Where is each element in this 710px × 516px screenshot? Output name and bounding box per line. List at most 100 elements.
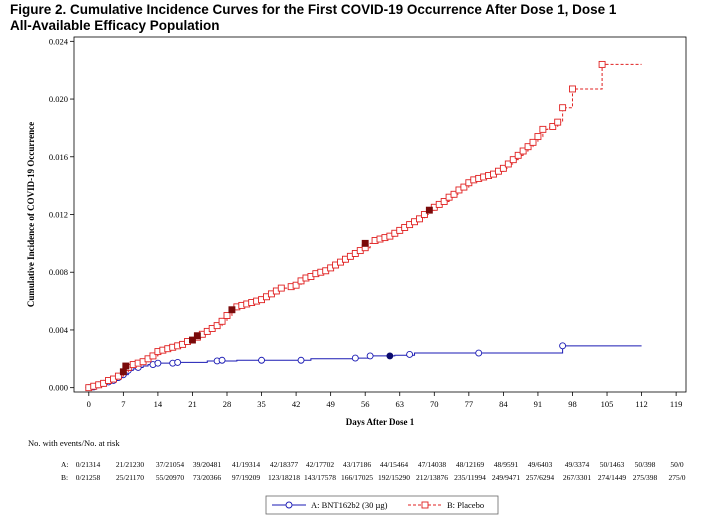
series-b-marker: [504, 160, 512, 168]
series-b-marker: [554, 118, 562, 126]
risk-table-cell: 0/21314: [76, 460, 101, 469]
risk-table-cell: 49/6403: [528, 460, 553, 469]
risk-table-cell: 43/17186: [343, 460, 372, 469]
series-a-marker: [258, 356, 265, 364]
x-tick-label: 91: [534, 399, 543, 409]
risk-table-cell: 274/1449: [598, 473, 627, 482]
x-tick-label: 28: [223, 399, 232, 409]
y-axis-title: Cumulative Incidence of COVID-19 Occurre…: [26, 122, 36, 307]
risk-table-cell: 48/9591: [494, 460, 519, 469]
series-b-filled-marker: [189, 336, 196, 344]
x-tick-label: 77: [465, 399, 474, 409]
series-b-marker: [519, 147, 527, 155]
series-a-line: [88, 345, 642, 389]
x-tick-label: 70: [430, 399, 439, 409]
series-b-marker: [559, 104, 567, 112]
legend-a-marker: [285, 501, 293, 509]
series-b-marker: [499, 164, 507, 172]
risk-table-cell: 42/17702: [306, 460, 335, 469]
series-a-filled-marker: [386, 352, 394, 360]
series-b-marker: [598, 60, 606, 68]
x-tick-label: 105: [601, 399, 614, 409]
plot-frame: [73, 36, 687, 393]
risk-table-cell: 143/17578: [304, 473, 336, 482]
x-tick-label: 0: [87, 399, 91, 409]
risk-table-cell: 257/6294: [526, 473, 555, 482]
series-a-marker: [174, 358, 182, 366]
legend-b-label: B: Placebo: [447, 500, 484, 510]
series-b-marker: [549, 123, 557, 130]
risk-table-cell: 48/12169: [456, 460, 485, 469]
series-b-marker: [534, 133, 542, 141]
x-tick-label: 35: [257, 399, 266, 409]
risk-table-cell: 166/17025: [341, 473, 373, 482]
figure-title: Figure 2. Cumulative Incidence Curves fo…: [10, 2, 700, 34]
risk-table-cell: 49/3374: [565, 460, 590, 469]
risk-row-a-label: A:: [61, 460, 69, 469]
x-tick-label: 42: [292, 399, 301, 409]
legend-box: [265, 495, 499, 515]
risk-table-cell: 50/0: [670, 460, 684, 469]
risk-table-cell: 212/13876: [416, 473, 448, 482]
risk-table-cell: 267/3301: [563, 473, 592, 482]
series-a-marker: [559, 342, 567, 350]
figure-title-line-2: All-Available Efficacy Population: [10, 18, 220, 33]
series-b-marker: [450, 190, 458, 198]
x-axis-title: Days After Dose 1: [346, 417, 415, 427]
series-a-marker: [154, 359, 162, 367]
risk-table-cell: 44/15464: [380, 460, 409, 469]
risk-table-cell: 0/21258: [76, 473, 101, 482]
series-b-marker: [213, 322, 221, 330]
series-b-marker: [114, 372, 122, 380]
legend-b-marker: [421, 501, 429, 509]
risk-table-cell: 21/21230: [116, 460, 145, 469]
series-b-marker: [416, 215, 423, 223]
risk-table-cell: 192/15290: [378, 473, 410, 482]
x-tick-label: 7: [121, 399, 125, 409]
series-b-marker: [218, 317, 226, 325]
series-b-marker: [569, 85, 576, 93]
risk-table-cell: 275/398: [633, 473, 658, 482]
x-tick-label: 84: [499, 399, 508, 409]
series-b-marker: [524, 143, 532, 151]
y-tick-label: 0.008: [49, 267, 68, 277]
risk-table-cell: 50/398: [635, 460, 656, 469]
x-tick-label: 49: [326, 399, 335, 409]
series-b-marker: [420, 211, 428, 218]
x-tick-label: 14: [154, 399, 163, 409]
figure-title-line-1: Figure 2. Cumulative Incidence Curves fo…: [10, 2, 617, 17]
series-b-marker: [460, 183, 468, 191]
series-b-filled-marker: [361, 239, 369, 247]
series-b-marker: [292, 281, 300, 289]
risk-table-cell: 42/18377: [270, 460, 299, 469]
series-b-marker: [509, 156, 517, 164]
risk-table-cell: 73/20366: [193, 473, 222, 482]
risk-table-cell: 39/20481: [193, 460, 222, 469]
series-a-marker: [366, 352, 374, 360]
series-a-marker: [351, 354, 359, 362]
series-b-filled-marker: [122, 362, 130, 370]
risk-table-cell: 123/18218: [268, 473, 300, 482]
legend-a-label: A: BNT162b2 (30 µg): [311, 500, 388, 510]
y-tick-label: 0.020: [49, 94, 68, 104]
series-b-filled-marker: [119, 368, 127, 376]
series-b-marker: [149, 352, 157, 360]
y-tick-label: 0.024: [49, 36, 69, 46]
x-tick-label: 119: [670, 399, 682, 409]
risk-table-cell: 25/21170: [116, 473, 144, 482]
series-b-marker: [277, 284, 285, 292]
x-tick-label: 98: [568, 399, 577, 409]
series-b-marker: [539, 125, 547, 133]
risk-table-title: No. with events/No. at risk: [28, 438, 120, 448]
series-b-filled-marker: [425, 206, 433, 214]
risk-table-cell: 249/9471: [492, 473, 521, 482]
y-tick-label: 0.004: [49, 325, 69, 335]
series-b-filled-marker: [228, 306, 236, 314]
risk-table-cell: 275/0: [668, 473, 685, 482]
series-b-marker: [514, 151, 522, 159]
series-b-marker: [529, 138, 537, 146]
series-a-marker: [475, 349, 483, 357]
series-b-marker: [223, 312, 231, 319]
series-b-filled-marker: [193, 332, 201, 340]
